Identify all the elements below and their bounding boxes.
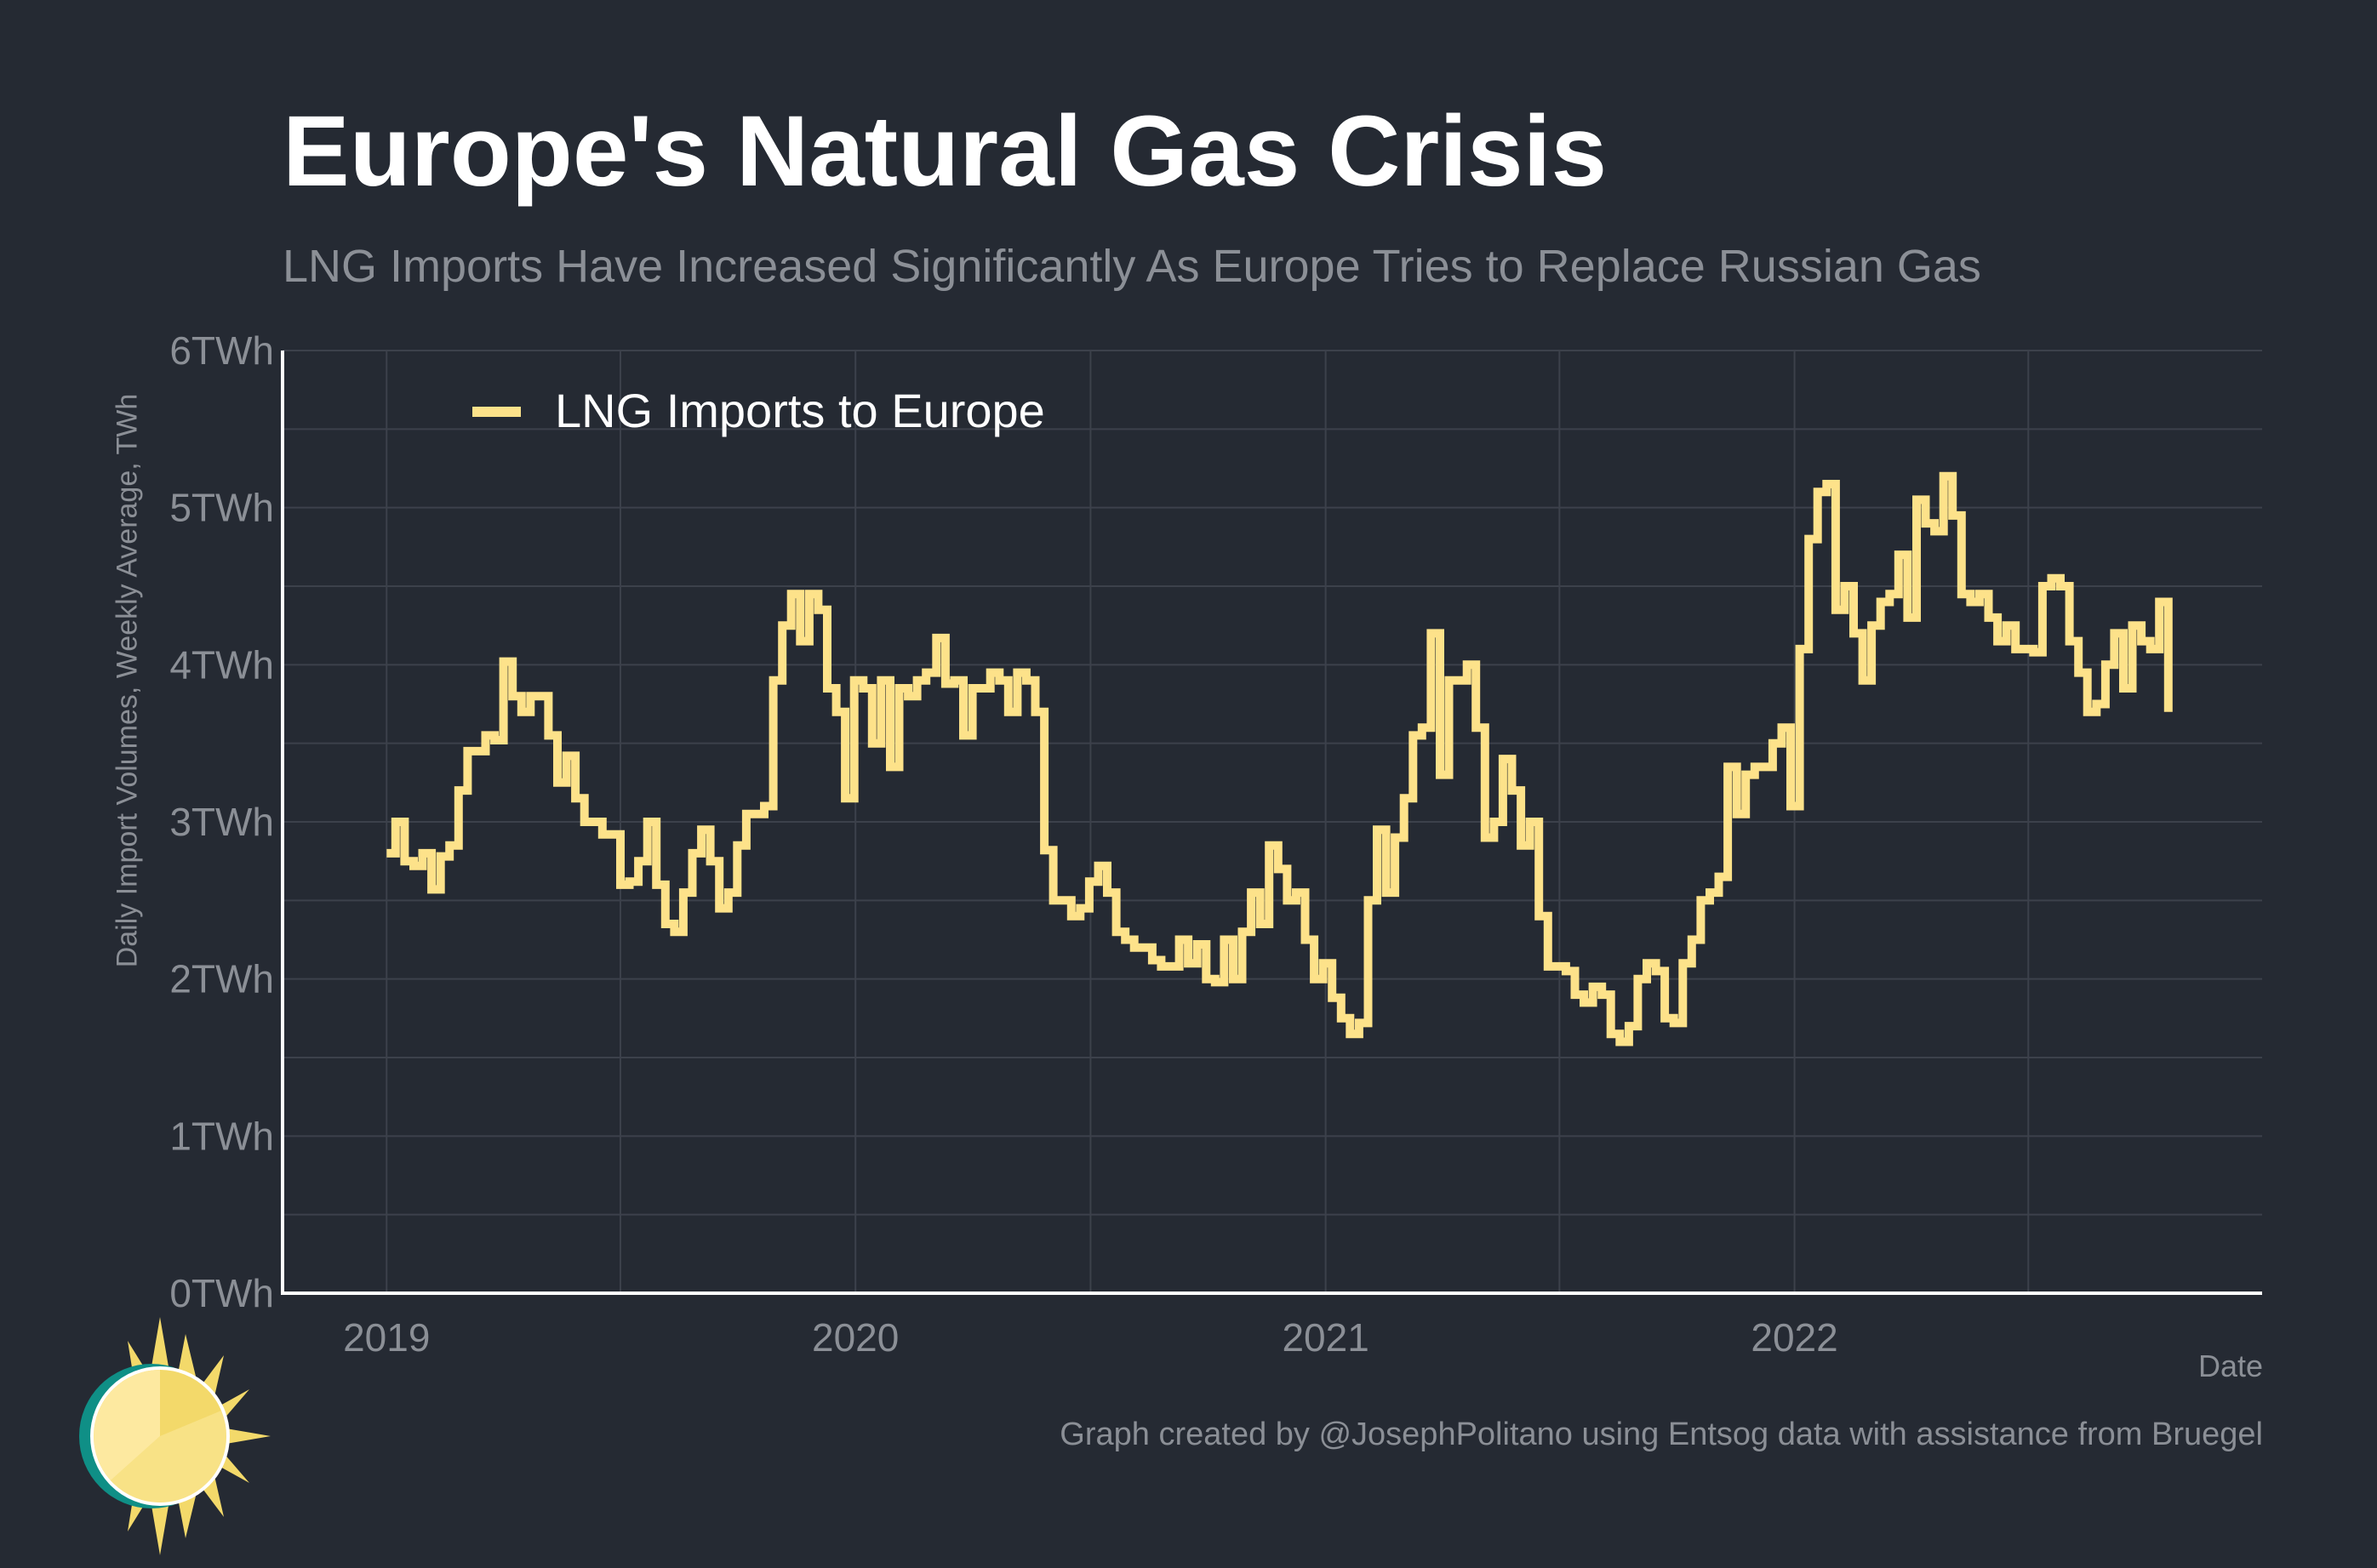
y-tick-label: 4TWh <box>169 642 274 687</box>
axis-ticks: 0TWh 1TWh 2TWh 3TWh 4TWh 5TWh 6TWh 2019 2020 2021… <box>169 328 1837 1360</box>
y-tick-label: 5TWh <box>169 486 274 530</box>
sun-logo-icon <box>79 1317 271 1555</box>
grid-lines <box>283 350 2262 1294</box>
y-tick-label: 6TWh <box>169 328 274 373</box>
x-tick-label: 2022 <box>1751 1315 1837 1360</box>
legend: LNG Imports to Europe <box>472 384 1045 437</box>
x-axis-label: Date <box>2197 1348 2263 1383</box>
chart-title: Europe's Natural Gas Crisis <box>283 95 1608 208</box>
x-tick-label: 2021 <box>1282 1315 1368 1360</box>
y-tick-label: 0TWh <box>169 1271 274 1315</box>
legend-label: LNG Imports to Europe <box>555 384 1045 437</box>
x-tick-label: 2019 <box>343 1315 430 1360</box>
y-tick-label: 3TWh <box>169 800 274 844</box>
series-layer <box>386 471 2173 1046</box>
y-tick-label: 1TWh <box>169 1114 274 1158</box>
source-caption: Graph created by @JosephPolitano using E… <box>1060 1417 2263 1452</box>
axes <box>281 351 2262 1295</box>
chart-subtitle: LNG Imports Have Increased Significantly… <box>283 241 1981 292</box>
y-tick-label: 2TWh <box>169 957 274 1001</box>
series-line-lng-imports <box>386 471 2173 1046</box>
x-tick-label: 2020 <box>812 1315 899 1360</box>
